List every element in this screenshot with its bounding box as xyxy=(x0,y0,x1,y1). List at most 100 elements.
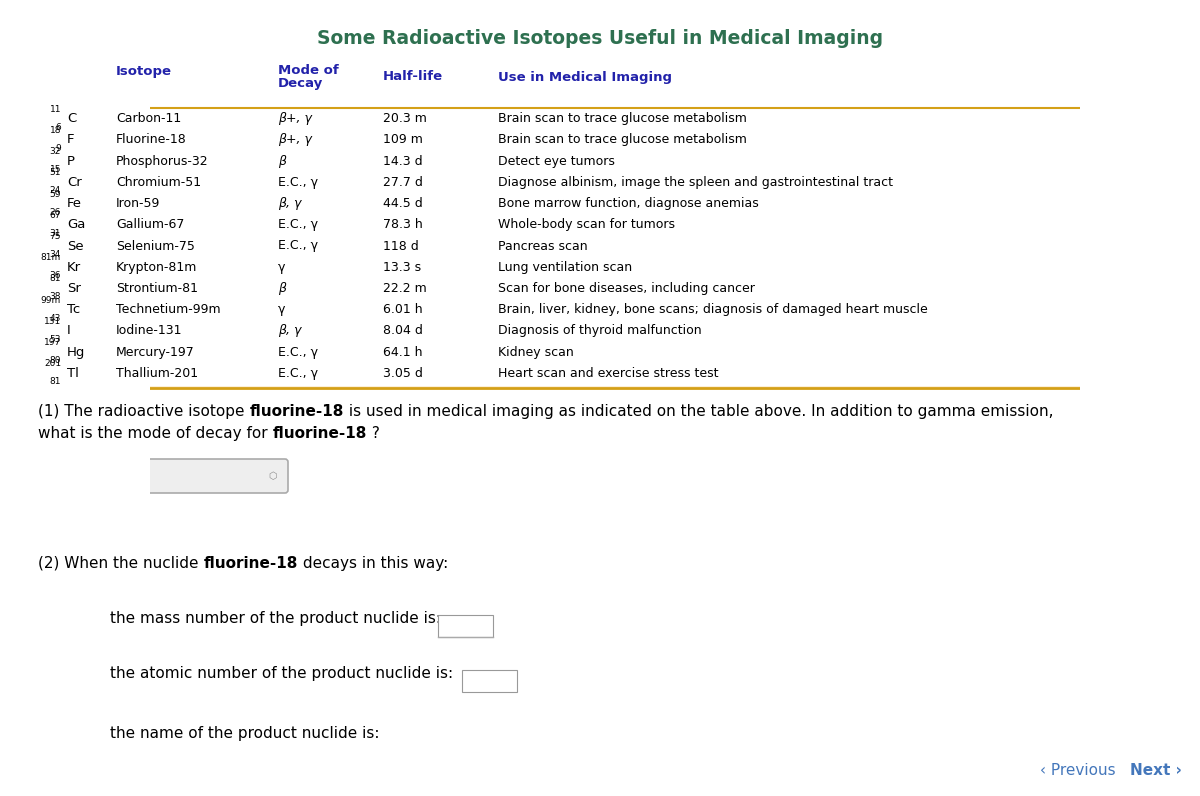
Text: 24: 24 xyxy=(49,186,61,195)
Text: 31: 31 xyxy=(49,228,61,238)
Text: Iodine-131: Iodine-131 xyxy=(116,325,182,338)
FancyBboxPatch shape xyxy=(127,459,288,493)
Text: 53: 53 xyxy=(49,335,61,344)
Bar xyxy=(462,670,517,692)
Text: 6.01 h: 6.01 h xyxy=(383,303,422,316)
Text: Carbon-11: Carbon-11 xyxy=(116,112,181,125)
Text: 3.05 d: 3.05 d xyxy=(383,367,422,380)
Text: (2) When the nuclide: (2) When the nuclide xyxy=(38,556,203,571)
Text: Pancreas scan: Pancreas scan xyxy=(498,240,588,252)
Text: Mode of: Mode of xyxy=(278,64,338,76)
Text: 18: 18 xyxy=(49,126,61,135)
Text: γ: γ xyxy=(278,303,286,316)
Text: E.C., γ: E.C., γ xyxy=(278,218,318,232)
Text: Selenium-75: Selenium-75 xyxy=(116,240,194,252)
Text: Bone marrow function, diagnose anemias: Bone marrow function, diagnose anemias xyxy=(498,197,758,210)
Text: 80: 80 xyxy=(49,356,61,365)
Text: what is the mode of decay for: what is the mode of decay for xyxy=(38,426,272,441)
Text: Gallium-67: Gallium-67 xyxy=(116,218,185,232)
Text: 64.1 h: 64.1 h xyxy=(383,345,422,359)
Text: C: C xyxy=(67,112,77,125)
Text: 197: 197 xyxy=(43,338,61,347)
Text: 44.5 d: 44.5 d xyxy=(383,197,422,210)
Text: 32: 32 xyxy=(49,147,61,156)
Text: 99m: 99m xyxy=(41,295,61,305)
Text: Decay: Decay xyxy=(278,77,323,91)
Text: 109 m: 109 m xyxy=(383,134,422,146)
Bar xyxy=(438,615,493,637)
Text: (1) The radioactive isotope: (1) The radioactive isotope xyxy=(38,404,250,419)
Text: Phosphorus-32: Phosphorus-32 xyxy=(116,154,209,168)
Text: E.C., γ: E.C., γ xyxy=(278,176,318,189)
Text: β: β xyxy=(278,154,286,168)
Text: 13.3 s: 13.3 s xyxy=(383,261,421,274)
Text: Brain, liver, kidney, bone scans; diagnosis of damaged heart muscle: Brain, liver, kidney, bone scans; diagno… xyxy=(498,303,928,316)
Text: β+, γ: β+, γ xyxy=(278,134,312,146)
Text: Brain scan to trace glucose metabolism: Brain scan to trace glucose metabolism xyxy=(498,112,746,125)
Text: 20.3 m: 20.3 m xyxy=(383,112,427,125)
Text: Detect eye tumors: Detect eye tumors xyxy=(498,154,614,168)
Text: Hg: Hg xyxy=(67,345,85,359)
Text: Sr: Sr xyxy=(67,282,80,295)
Text: Use in Medical Imaging: Use in Medical Imaging xyxy=(498,71,672,84)
Text: Technetium-99m: Technetium-99m xyxy=(116,303,221,316)
Point xyxy=(582,669,596,679)
Text: Fluorine-18: Fluorine-18 xyxy=(116,134,187,146)
Text: the name of the product nuclide is:: the name of the product nuclide is: xyxy=(110,726,379,741)
Text: is used in medical imaging as indicated on the table above. In addition to gamma: is used in medical imaging as indicated … xyxy=(343,404,1054,419)
Text: Mercury-197: Mercury-197 xyxy=(116,345,194,359)
Text: Kidney scan: Kidney scan xyxy=(498,345,574,359)
Text: Brain scan to trace glucose metabolism: Brain scan to trace glucose metabolism xyxy=(498,134,746,146)
Text: Some Radioactive Isotopes Useful in Medical Imaging: Some Radioactive Isotopes Useful in Medi… xyxy=(317,29,883,48)
Text: ‹ Previous: ‹ Previous xyxy=(1040,763,1116,778)
Text: Strontium-81: Strontium-81 xyxy=(116,282,198,295)
Bar xyxy=(40,60,1160,386)
Text: E.C., γ: E.C., γ xyxy=(278,367,318,380)
Text: β+, γ: β+, γ xyxy=(278,112,312,125)
Text: 26: 26 xyxy=(49,208,61,217)
Text: Whole-body scan for tumors: Whole-body scan for tumors xyxy=(498,218,674,232)
Text: Lung ventilation scan: Lung ventilation scan xyxy=(498,261,632,274)
Text: 6: 6 xyxy=(55,123,61,131)
Text: Chromium-51: Chromium-51 xyxy=(116,176,202,189)
Text: fluorine-18: fluorine-18 xyxy=(203,556,298,571)
Text: 81: 81 xyxy=(49,275,61,283)
Text: 38: 38 xyxy=(49,292,61,302)
Text: Ga: Ga xyxy=(67,218,85,232)
Text: 118 d: 118 d xyxy=(383,240,419,252)
Text: 11: 11 xyxy=(49,104,61,114)
FancyBboxPatch shape xyxy=(38,18,1162,388)
Text: 201: 201 xyxy=(44,359,61,369)
Text: ?: ? xyxy=(367,426,379,441)
Point xyxy=(482,581,497,591)
Text: 14.3 d: 14.3 d xyxy=(383,154,422,168)
Text: Tc: Tc xyxy=(67,303,80,316)
Text: P: P xyxy=(67,154,74,168)
Text: 34: 34 xyxy=(49,250,61,259)
Text: decays in this way:: decays in this way: xyxy=(298,556,448,571)
Text: Fe: Fe xyxy=(67,197,82,210)
Text: Scan for bone diseases, including cancer: Scan for bone diseases, including cancer xyxy=(498,282,755,295)
Bar xyxy=(382,730,568,752)
Text: Iron-59: Iron-59 xyxy=(116,197,161,210)
Text: ⬡: ⬡ xyxy=(269,471,277,481)
Text: fluorine-18: fluorine-18 xyxy=(272,426,367,441)
Text: 22.2 m: 22.2 m xyxy=(383,282,427,295)
Text: 51: 51 xyxy=(49,168,61,178)
Text: 8.04 d: 8.04 d xyxy=(383,325,422,338)
Text: Kr: Kr xyxy=(67,261,82,274)
Text: I: I xyxy=(67,325,71,338)
Text: Krypton-81m: Krypton-81m xyxy=(116,261,197,274)
Text: 131: 131 xyxy=(43,317,61,326)
Text: β: β xyxy=(278,282,286,295)
Text: Isotope: Isotope xyxy=(116,65,172,79)
Text: F: F xyxy=(67,134,74,146)
Text: 43: 43 xyxy=(49,314,61,322)
Text: Next ›: Next › xyxy=(1130,763,1182,778)
Text: 67: 67 xyxy=(49,211,61,220)
Text: Half-life: Half-life xyxy=(383,71,443,84)
Point xyxy=(439,669,454,679)
Text: γ: γ xyxy=(278,261,286,274)
Text: β, γ: β, γ xyxy=(278,325,301,338)
Text: E.C., γ: E.C., γ xyxy=(278,345,318,359)
